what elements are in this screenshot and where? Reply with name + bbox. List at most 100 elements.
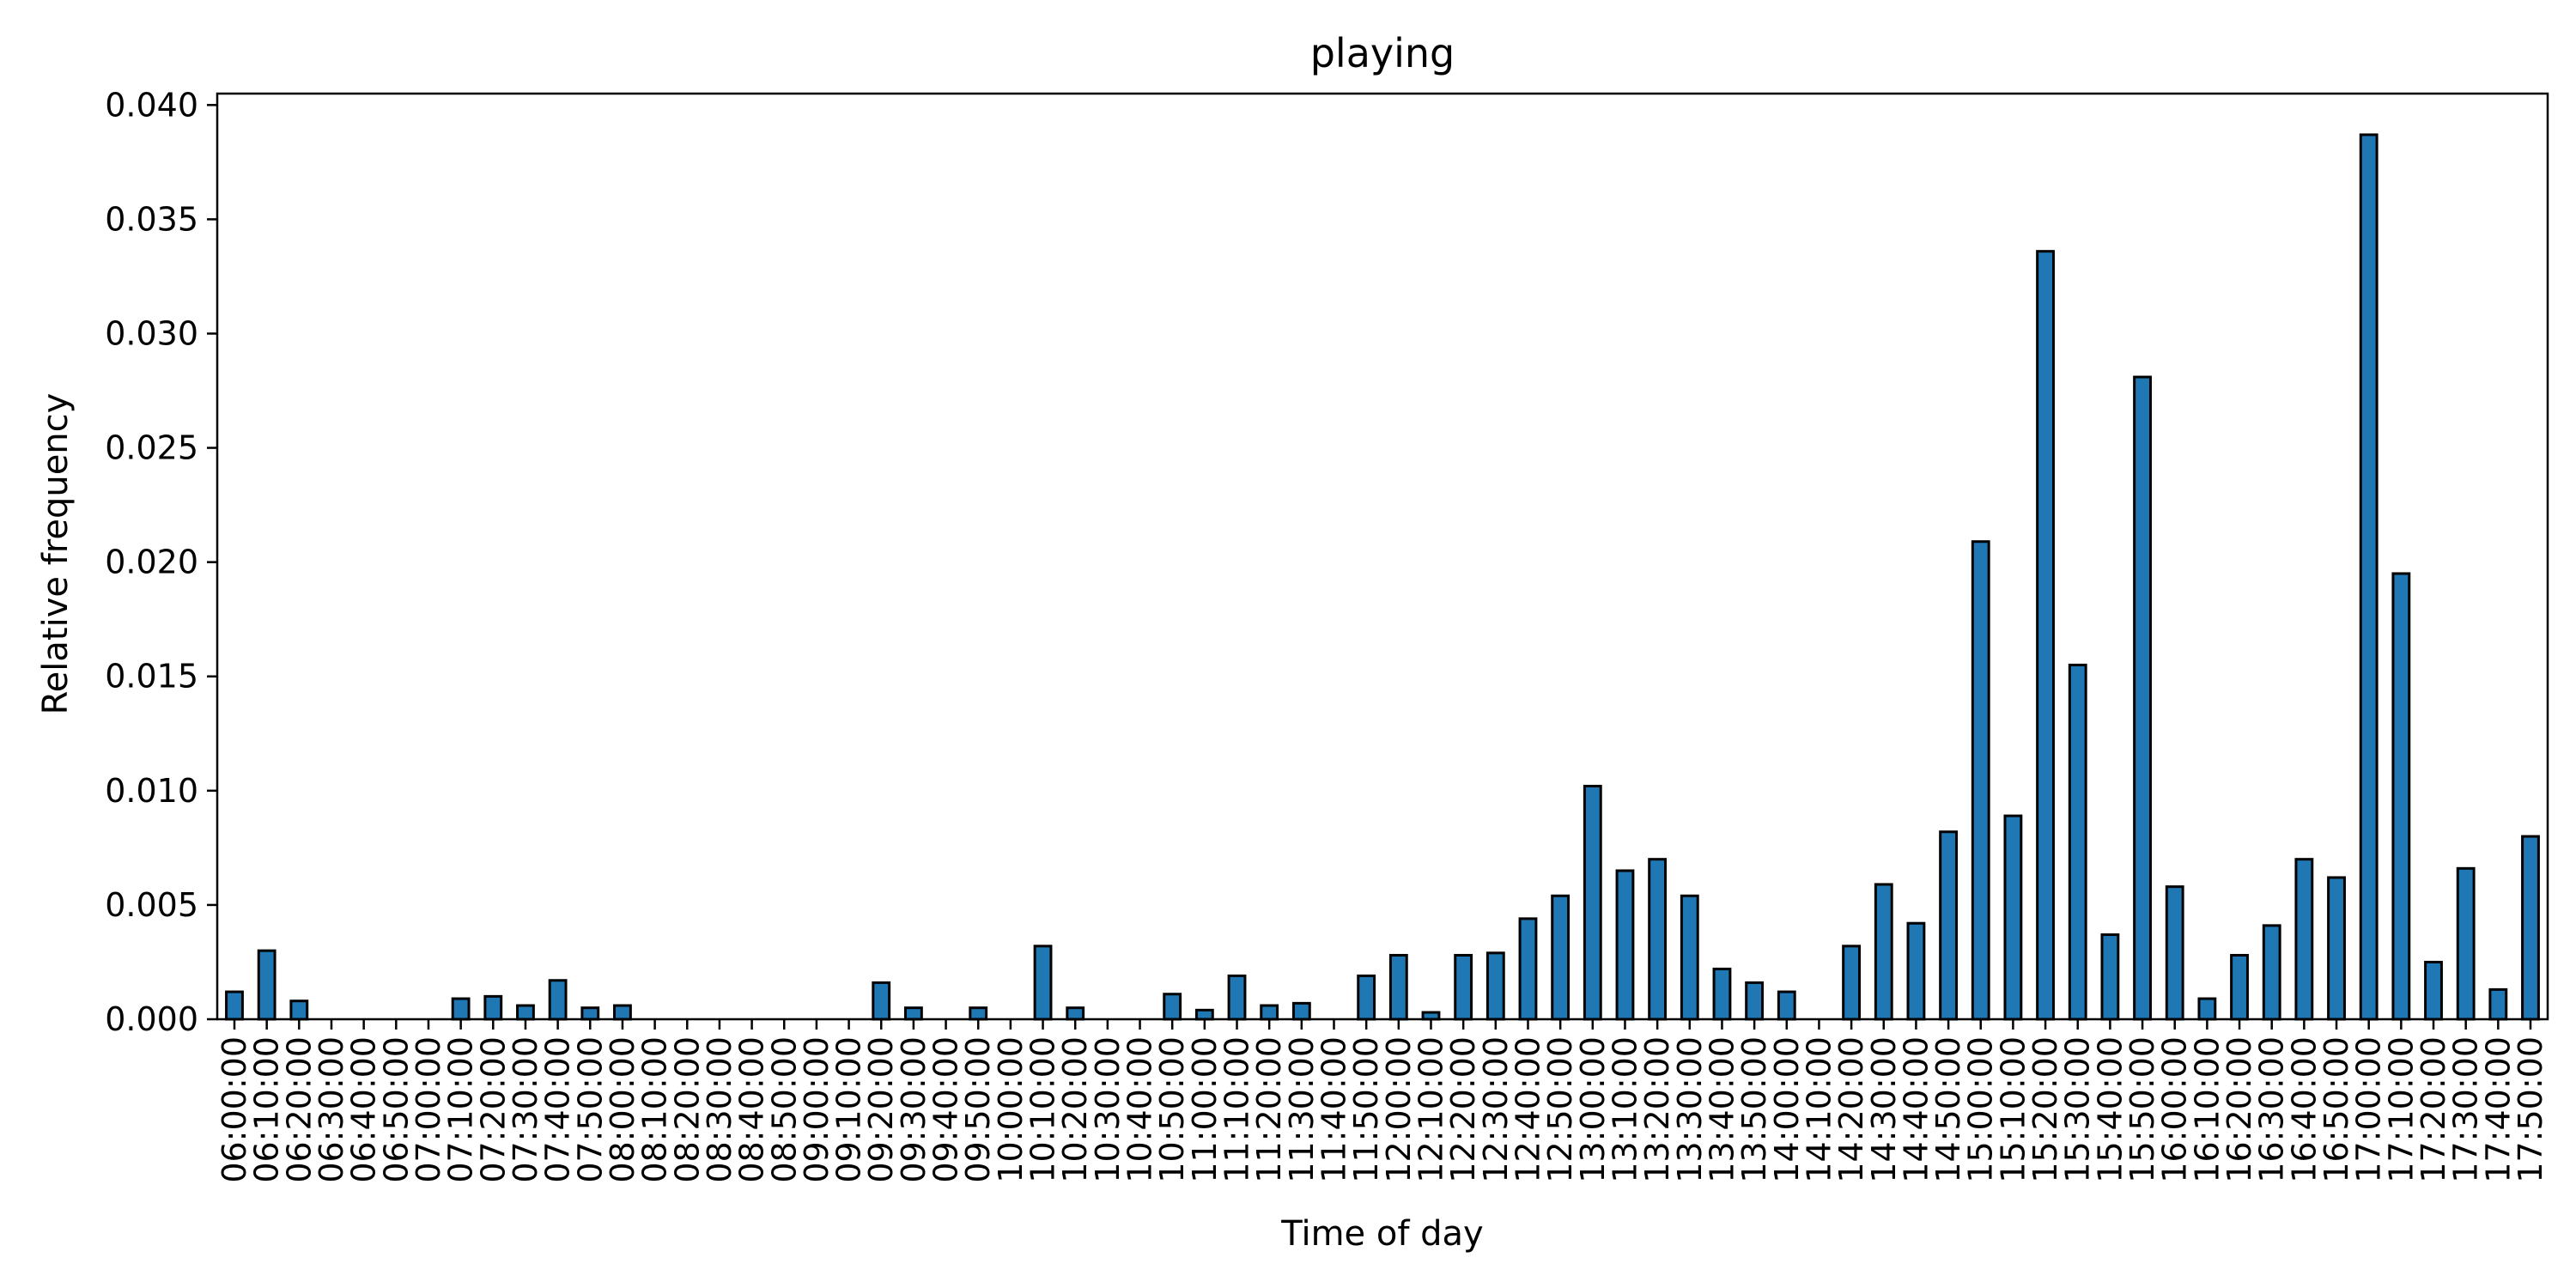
x-tick-label: 08:40:00 [733, 1036, 771, 1183]
y-tick-label: 0.040 [105, 86, 198, 124]
x-tick-label: 11:40:00 [1315, 1036, 1353, 1183]
bar-06-20-00 [289, 999, 309, 1021]
y-tick-label: 0.020 [105, 544, 198, 581]
bar-12-40-00 [1518, 917, 1538, 1021]
x-tick-label: 17:30:00 [2447, 1036, 2485, 1183]
x-tick-label: 07:40:00 [539, 1036, 577, 1183]
bar-11-10-00 [1227, 974, 1247, 1021]
x-tick-label: 10:50:00 [1153, 1036, 1191, 1183]
x-tick-label: 16:20:00 [2221, 1036, 2258, 1183]
bar-13-00-00 [1583, 785, 1602, 1021]
y-tick-label: 0.000 [105, 1000, 198, 1038]
x-tick-label: 16:50:00 [2318, 1036, 2355, 1183]
x-tick-label: 06:00:00 [216, 1036, 253, 1183]
bar-12-50-00 [1551, 894, 1571, 1021]
bar-11-30-00 [1291, 1001, 1311, 1021]
x-axis-label: Time of day [1280, 1214, 1483, 1254]
bar-07-50-00 [580, 1006, 600, 1021]
x-tick-label: 15:40:00 [2091, 1036, 2129, 1183]
bar-13-40-00 [1712, 967, 1732, 1021]
x-tick-label: 13:40:00 [1703, 1036, 1741, 1183]
bar-16-40-00 [2294, 858, 2314, 1021]
bar-10-10-00 [1033, 945, 1053, 1021]
bar-15-10-00 [2003, 814, 2023, 1021]
bar-08-00-00 [613, 1004, 632, 1021]
bar-16-00-00 [2165, 885, 2184, 1021]
x-tick-label: 11:30:00 [1283, 1036, 1321, 1183]
bar-07-30-00 [516, 1004, 535, 1021]
bar-15-00-00 [1971, 540, 1990, 1021]
x-tick-label: 16:00:00 [2156, 1036, 2194, 1183]
x-tick-label: 10:30:00 [1089, 1036, 1127, 1183]
x-tick-label: 16:40:00 [2285, 1036, 2323, 1183]
bar-10-20-00 [1066, 1006, 1085, 1021]
bar-07-40-00 [548, 979, 568, 1021]
x-tick-label: 06:50:00 [377, 1036, 415, 1183]
bar-16-50-00 [2327, 876, 2346, 1021]
x-tick-label: 12:50:00 [1541, 1036, 1579, 1183]
bar-11-20-00 [1260, 1004, 1279, 1021]
x-tick-label: 13:10:00 [1606, 1036, 1643, 1183]
x-tick-label: 13:00:00 [1574, 1036, 1612, 1183]
bar-13-10-00 [1615, 869, 1635, 1021]
x-tick-label: 13:50:00 [1735, 1036, 1773, 1183]
x-tick-label: 12:00:00 [1380, 1036, 1418, 1183]
x-tick-label: 10:20:00 [1056, 1036, 1094, 1183]
x-tick-label: 07:20:00 [474, 1036, 512, 1183]
bar-14-30-00 [1874, 883, 1893, 1021]
x-tick-label: 06:30:00 [313, 1036, 350, 1183]
bar-09-30-00 [903, 1006, 923, 1021]
x-tick-label: 12:20:00 [1444, 1036, 1482, 1183]
x-tick-label: 11:50:00 [1347, 1036, 1385, 1183]
x-tick-label: 12:30:00 [1477, 1036, 1515, 1183]
bar-16-10-00 [2197, 997, 2217, 1021]
x-tick-label: 11:00:00 [1186, 1036, 1224, 1183]
bar-12-20-00 [1454, 953, 1473, 1021]
x-tick-label: 12:40:00 [1509, 1036, 1546, 1183]
bar-15-50-00 [2133, 375, 2152, 1021]
bar-17-20-00 [2424, 960, 2443, 1021]
x-tick-label: 07:30:00 [507, 1036, 544, 1183]
bar-15-40-00 [2100, 933, 2120, 1021]
x-tick-label: 06:20:00 [280, 1036, 318, 1183]
bar-16-30-00 [2262, 924, 2281, 1021]
x-tick-label: 12:10:00 [1412, 1036, 1449, 1183]
bar-06-00-00 [225, 990, 244, 1021]
x-tick-label: 08:30:00 [701, 1036, 738, 1183]
y-axis-ticks: 0.000 0.005 0.010 0.015 0.020 0.025 0.030 0.035… [105, 86, 217, 1038]
x-tick-label: 09:50:00 [959, 1036, 997, 1183]
x-tick-label: 10:10:00 [1024, 1036, 1062, 1183]
plot-frame [216, 92, 2549, 1021]
bar-14-20-00 [1842, 945, 1862, 1021]
x-tick-label: 14:20:00 [1832, 1036, 1870, 1183]
bar-09-20-00 [872, 981, 891, 1021]
x-tick-label: 06:40:00 [345, 1036, 383, 1183]
bar-15-30-00 [2068, 663, 2087, 1021]
x-tick-label: 17:50:00 [2512, 1036, 2549, 1183]
x-tick-label: 15:20:00 [2026, 1036, 2064, 1183]
x-tick-label: 09:40:00 [927, 1036, 965, 1183]
y-tick-label: 0.010 [105, 772, 198, 810]
bar-06-10-00 [257, 949, 276, 1021]
x-tick-label: 10:40:00 [1121, 1036, 1159, 1183]
x-tick-label: 15:50:00 [2123, 1036, 2161, 1183]
y-tick-label: 0.025 [105, 429, 198, 467]
x-tick-label: 08:50:00 [765, 1036, 803, 1183]
bar-16-20-00 [2230, 953, 2249, 1021]
x-tick-label: 08:20:00 [668, 1036, 706, 1183]
bar-15-20-00 [2036, 250, 2055, 1021]
bars-group [225, 133, 2540, 1021]
bar-07-10-00 [451, 997, 471, 1021]
y-tick-label: 0.005 [105, 886, 198, 924]
y-axis-label: Relative frequency [36, 393, 76, 715]
x-tick-label: 11:10:00 [1218, 1036, 1256, 1183]
x-tick-label: 16:10:00 [2188, 1036, 2226, 1183]
x-tick-label: 17:00:00 [2350, 1036, 2388, 1183]
bar-10-50-00 [1163, 993, 1182, 1021]
x-tick-label: 07:00:00 [410, 1036, 447, 1183]
x-tick-label: 06:10:00 [248, 1036, 286, 1183]
x-tick-label: 10:00:00 [992, 1036, 1030, 1183]
x-tick-label: 15:10:00 [1994, 1036, 2032, 1183]
x-tick-label: 11:20:00 [1250, 1036, 1288, 1183]
